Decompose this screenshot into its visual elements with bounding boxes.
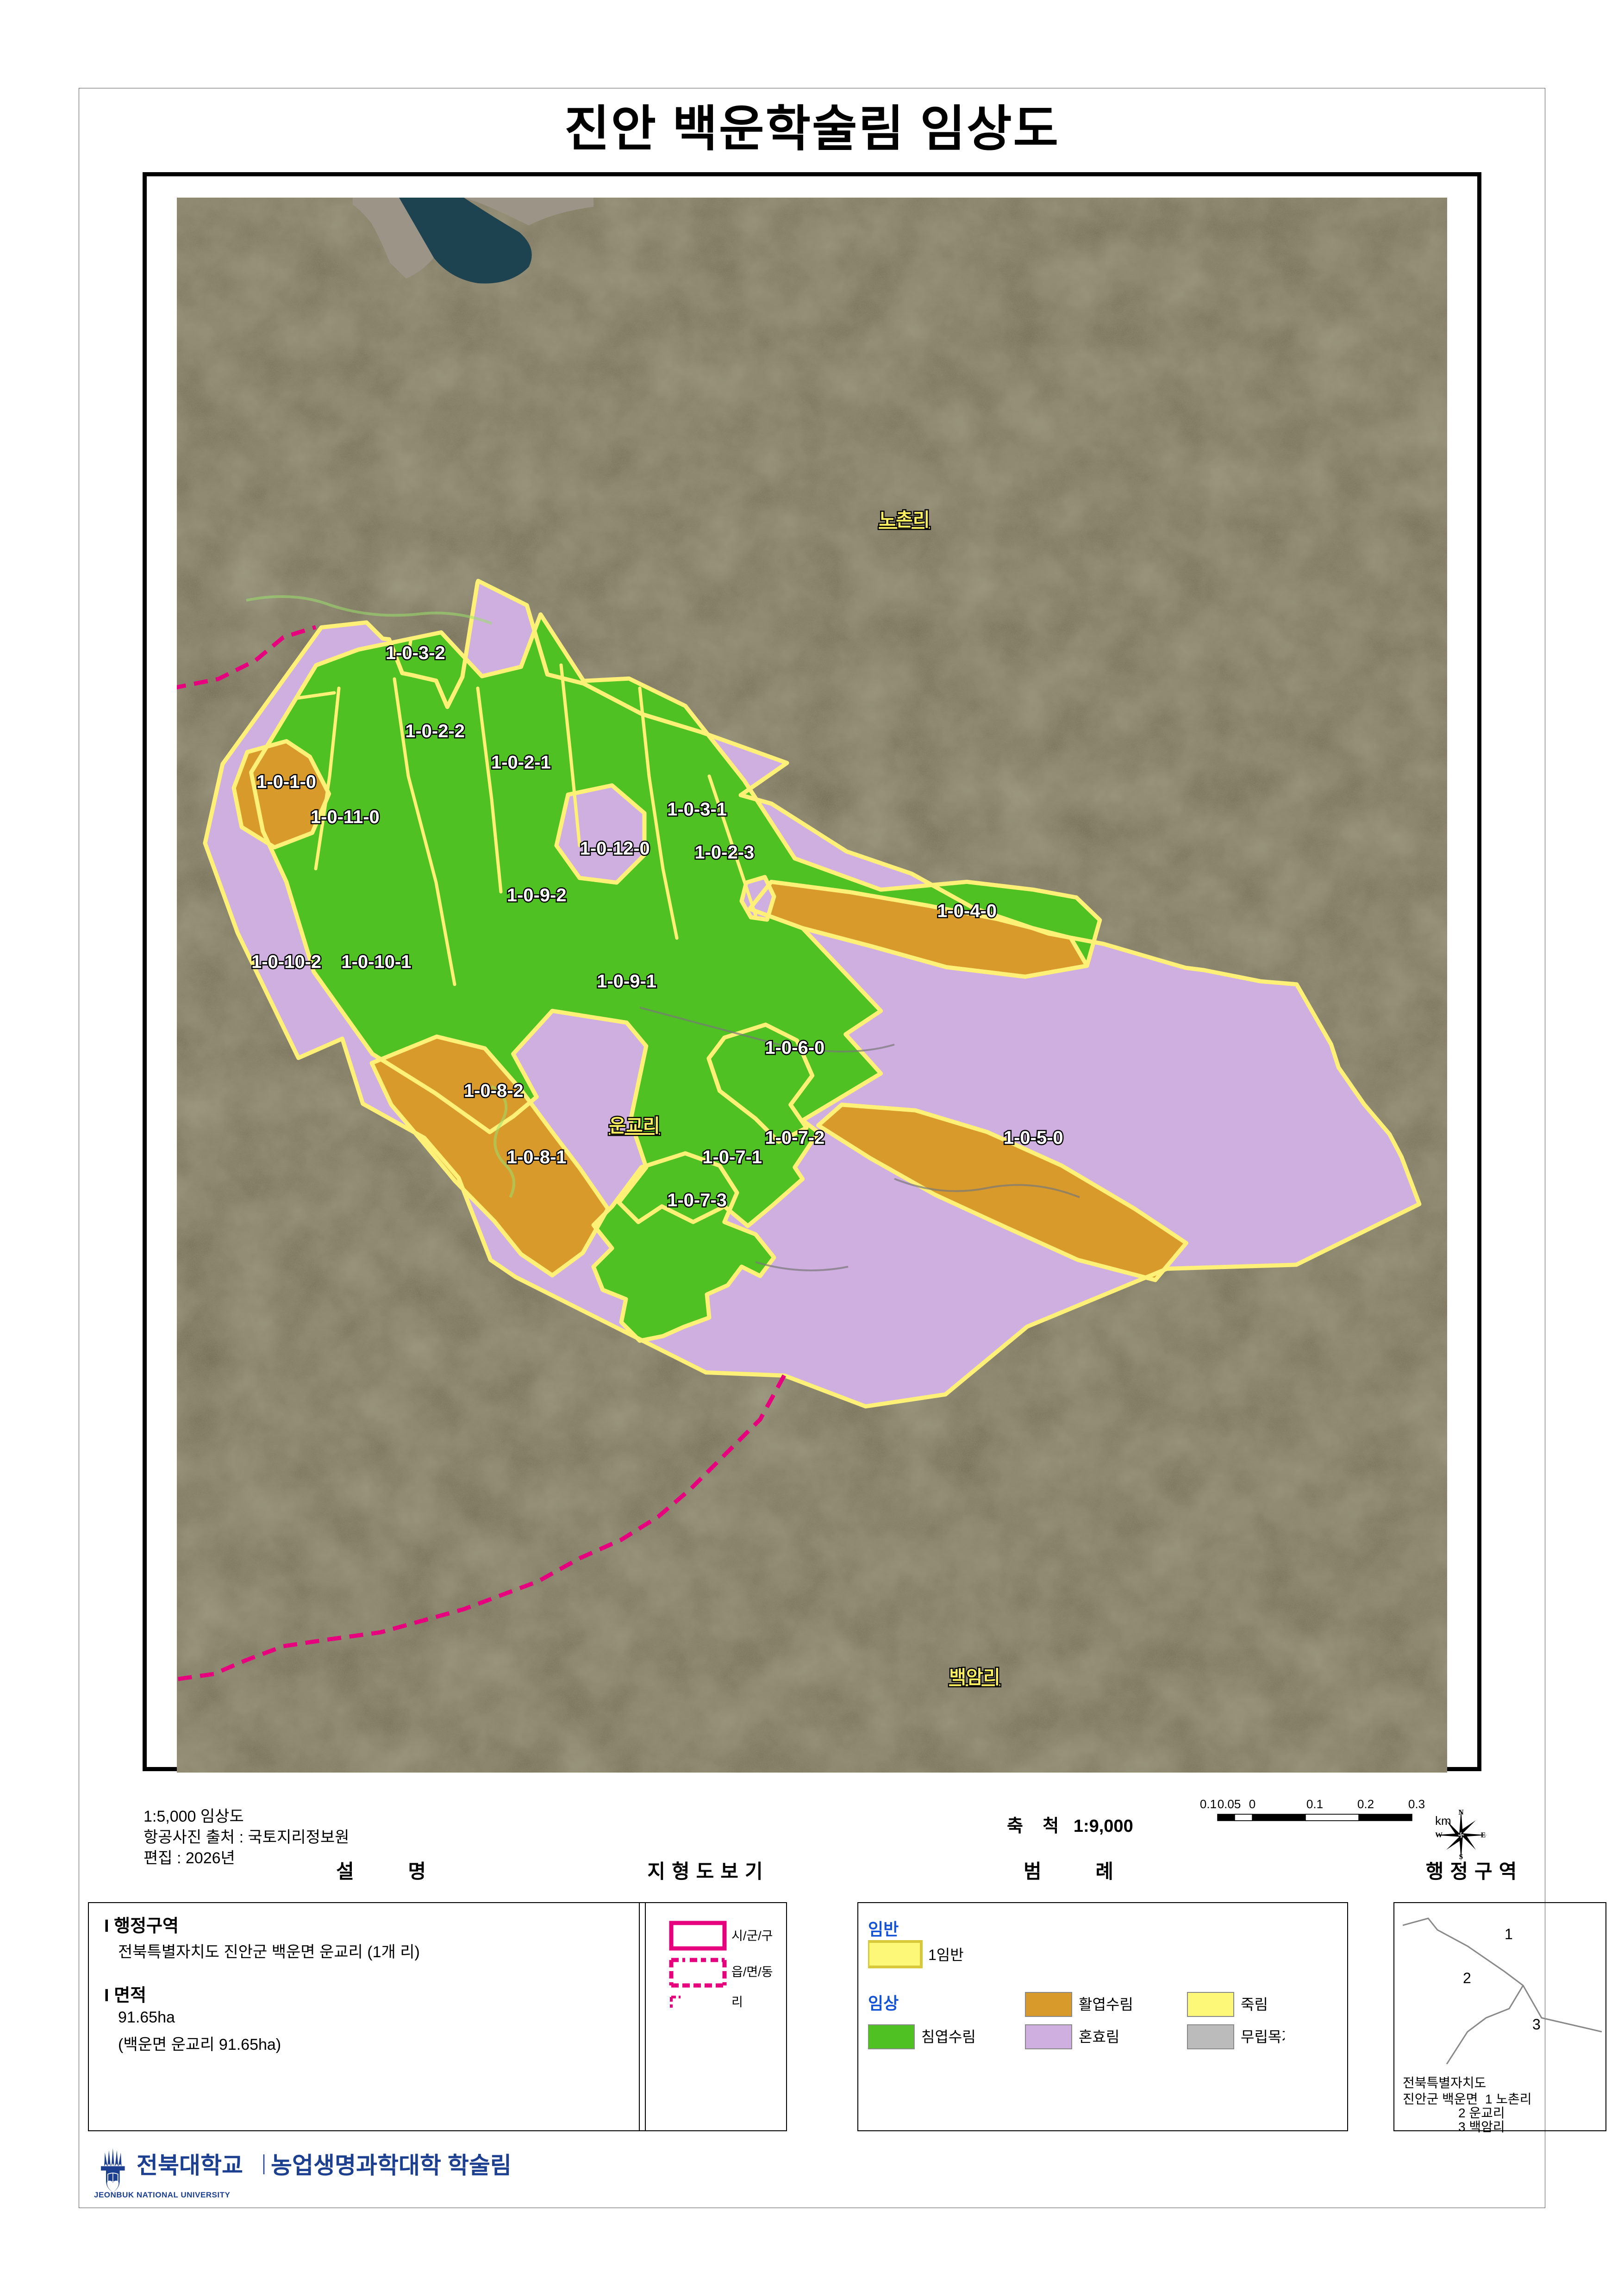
svg-text:1-0-2-1: 1-0-2-1 — [491, 752, 551, 772]
svg-text:농업생명과학대학 학술림: 농업생명과학대학 학술림 — [271, 2153, 512, 2178]
svg-text:1-0-12-0: 1-0-12-0 — [580, 838, 650, 859]
svg-text:1-0-1-0: 1-0-1-0 — [256, 772, 316, 792]
svg-text:0.2: 0.2 — [1357, 1797, 1374, 1811]
svg-text:1-0-2-3: 1-0-2-3 — [694, 842, 754, 863]
svg-text:1-0-3-2: 1-0-3-2 — [386, 643, 445, 663]
svg-text:2: 2 — [1463, 1970, 1471, 1986]
svg-text:0.1: 0.1 — [1200, 1797, 1217, 1811]
svg-text:1-0-11-0: 1-0-11-0 — [311, 807, 380, 828]
svg-text:W: W — [1435, 1831, 1443, 1839]
svg-text:1-0-3-1: 1-0-3-1 — [667, 799, 727, 820]
svg-text:무립목지: 무립목지 — [1241, 2028, 1285, 2045]
svg-text:1-0-9-1: 1-0-9-1 — [597, 971, 656, 992]
svg-text:1-0-2-2: 1-0-2-2 — [405, 721, 465, 741]
svg-text:N: N — [1458, 1809, 1464, 1817]
svg-text:1-0-6-0: 1-0-6-0 — [765, 1038, 824, 1058]
svg-text:노촌리: 노촌리 — [879, 510, 930, 530]
svg-text:시/군/구: 시/군/구 — [731, 1929, 773, 1943]
svg-text:1-0-8-1: 1-0-8-1 — [507, 1147, 567, 1168]
svg-text:1-0-10-2: 1-0-10-2 — [251, 952, 321, 972]
svg-text:1-0-10-1: 1-0-10-1 — [341, 952, 411, 972]
svg-text:혼효림: 혼효림 — [1079, 2028, 1119, 2045]
svg-text:0.1: 0.1 — [1306, 1797, 1323, 1811]
svg-text:백암리: 백암리 — [949, 1667, 1000, 1687]
svg-text:JEONBUK NATIONAL UNIVERSITY: JEONBUK NATIONAL UNIVERSITY — [94, 2190, 231, 2199]
svg-text:1-0-4-0: 1-0-4-0 — [937, 901, 997, 921]
svg-text:1-0-7-3: 1-0-7-3 — [667, 1190, 727, 1211]
svg-text:침엽수림: 침엽수림 — [921, 2028, 976, 2045]
svg-text:읍/면/동: 읍/면/동 — [731, 1965, 773, 1979]
svg-text:1-0-9-2: 1-0-9-2 — [507, 885, 567, 906]
svg-text:1-0-8-2: 1-0-8-2 — [464, 1081, 524, 1101]
svg-text:죽림: 죽림 — [1241, 1996, 1268, 2013]
svg-text:활엽수림: 활엽수림 — [1079, 1996, 1133, 2013]
svg-text:1: 1 — [1505, 1926, 1513, 1942]
svg-text:1임반: 1임반 — [928, 1947, 964, 1963]
svg-text:운교리: 운교리 — [609, 1116, 660, 1136]
svg-text:0.3: 0.3 — [1408, 1797, 1425, 1811]
svg-text:0: 0 — [1249, 1797, 1255, 1811]
svg-text:리: 리 — [731, 1995, 743, 2009]
svg-text:전북대학교: 전북대학교 — [137, 2153, 243, 2178]
svg-text:0.05: 0.05 — [1218, 1797, 1241, 1811]
svg-text:1-0-5-0: 1-0-5-0 — [1004, 1128, 1063, 1148]
svg-text:1-0-7-2: 1-0-7-2 — [765, 1128, 824, 1148]
svg-text:E: E — [1481, 1831, 1486, 1839]
svg-text:1-0-7-1: 1-0-7-1 — [702, 1147, 762, 1168]
svg-text:3: 3 — [1532, 2016, 1541, 2033]
